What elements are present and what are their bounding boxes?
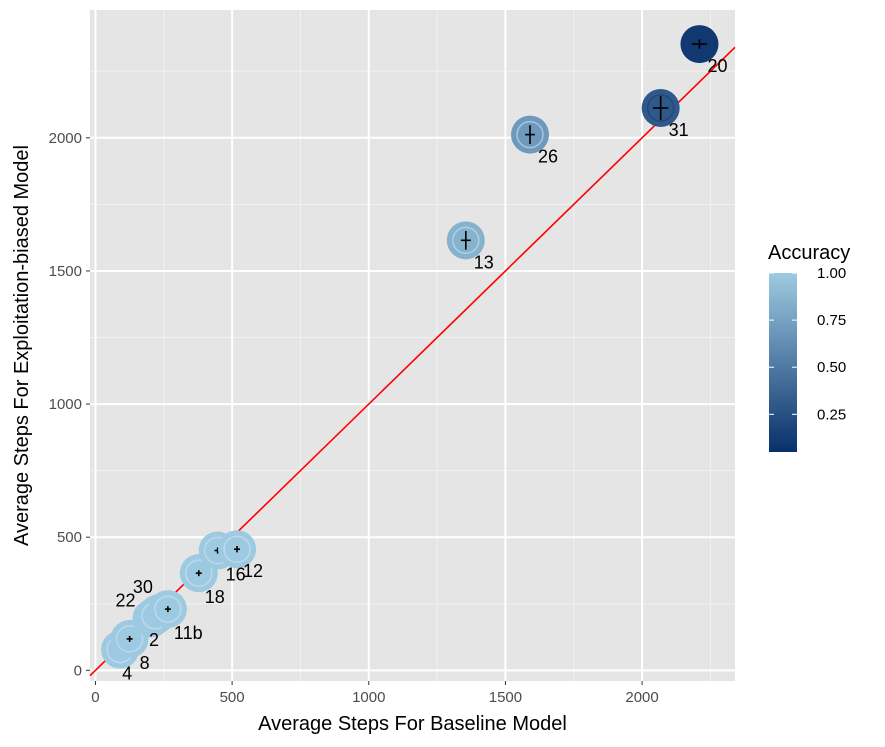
point-label-18: 18: [205, 587, 225, 607]
point-marker-ring: [685, 30, 714, 58]
legend-colorbar: [769, 273, 797, 452]
x-tick-label: 500: [220, 689, 245, 706]
data-point-12: [218, 530, 257, 569]
x-axis-title: Average Steps For Baseline Model: [258, 713, 567, 735]
point-marker-ring: [516, 120, 544, 149]
y-axis-ticks: 0 500 1000 1500 2000: [49, 130, 90, 679]
point-label-4: 4: [122, 664, 132, 684]
point-marker-ring: [115, 625, 144, 653]
data-point-31: [641, 88, 680, 127]
data-point-13: [446, 221, 485, 260]
legend-title: Accuracy: [768, 242, 850, 264]
point-label-20: 20: [707, 56, 727, 76]
point-label-31: 31: [669, 120, 689, 140]
legend-tick-label: 1.00: [817, 265, 846, 282]
y-tick-label: 2000: [49, 130, 82, 147]
x-axis-ticks: 0 500 1000 1500 2000: [91, 681, 659, 706]
point-label-8: 8: [140, 653, 150, 673]
point-label-26: 26: [538, 147, 558, 167]
point-marker-ring: [185, 559, 213, 587]
x-tick-label: 0: [91, 689, 99, 706]
y-tick-label: 0: [74, 662, 82, 679]
data-point-11b: [148, 590, 187, 629]
x-tick-label: 2000: [625, 689, 658, 706]
data-points: [101, 25, 719, 669]
point-label-22: 22: [115, 590, 135, 610]
point-label-2: 2: [149, 630, 159, 650]
y-tick-label: 1000: [49, 396, 82, 413]
y-axis-title: Average Steps For Exploitation-biased Mo…: [11, 145, 33, 546]
y-tick-label: 1500: [49, 263, 82, 280]
point-label-16: 16: [226, 565, 246, 585]
point-marker-ring: [154, 595, 182, 623]
legend-tick-label: 0.25: [817, 406, 846, 423]
point-marker-ring: [223, 535, 251, 563]
point-label-30: 30: [133, 577, 153, 597]
point-marker-ring: [646, 94, 675, 122]
x-tick-label: 1500: [489, 689, 522, 706]
legend-tick-label: 0.50: [817, 359, 846, 376]
data-point-20: [680, 25, 719, 64]
accuracy-legend: Accuracy 0.25 0.50 0.75 1.00: [768, 242, 850, 452]
data-point-26: [511, 115, 550, 154]
major-gridlines: [90, 10, 735, 681]
point-label-12: 12: [243, 561, 263, 581]
legend-tick-label: 0.75: [817, 312, 846, 329]
y-tick-label: 500: [57, 529, 82, 546]
x-tick-label: 1000: [352, 689, 385, 706]
minor-gridlines: [90, 10, 735, 681]
point-label-13: 13: [474, 252, 494, 272]
point-label-11b: 11b: [174, 623, 203, 643]
point-marker-ring: [452, 226, 480, 255]
legend-ticks: 0.25 0.50 0.75 1.00: [769, 265, 846, 423]
